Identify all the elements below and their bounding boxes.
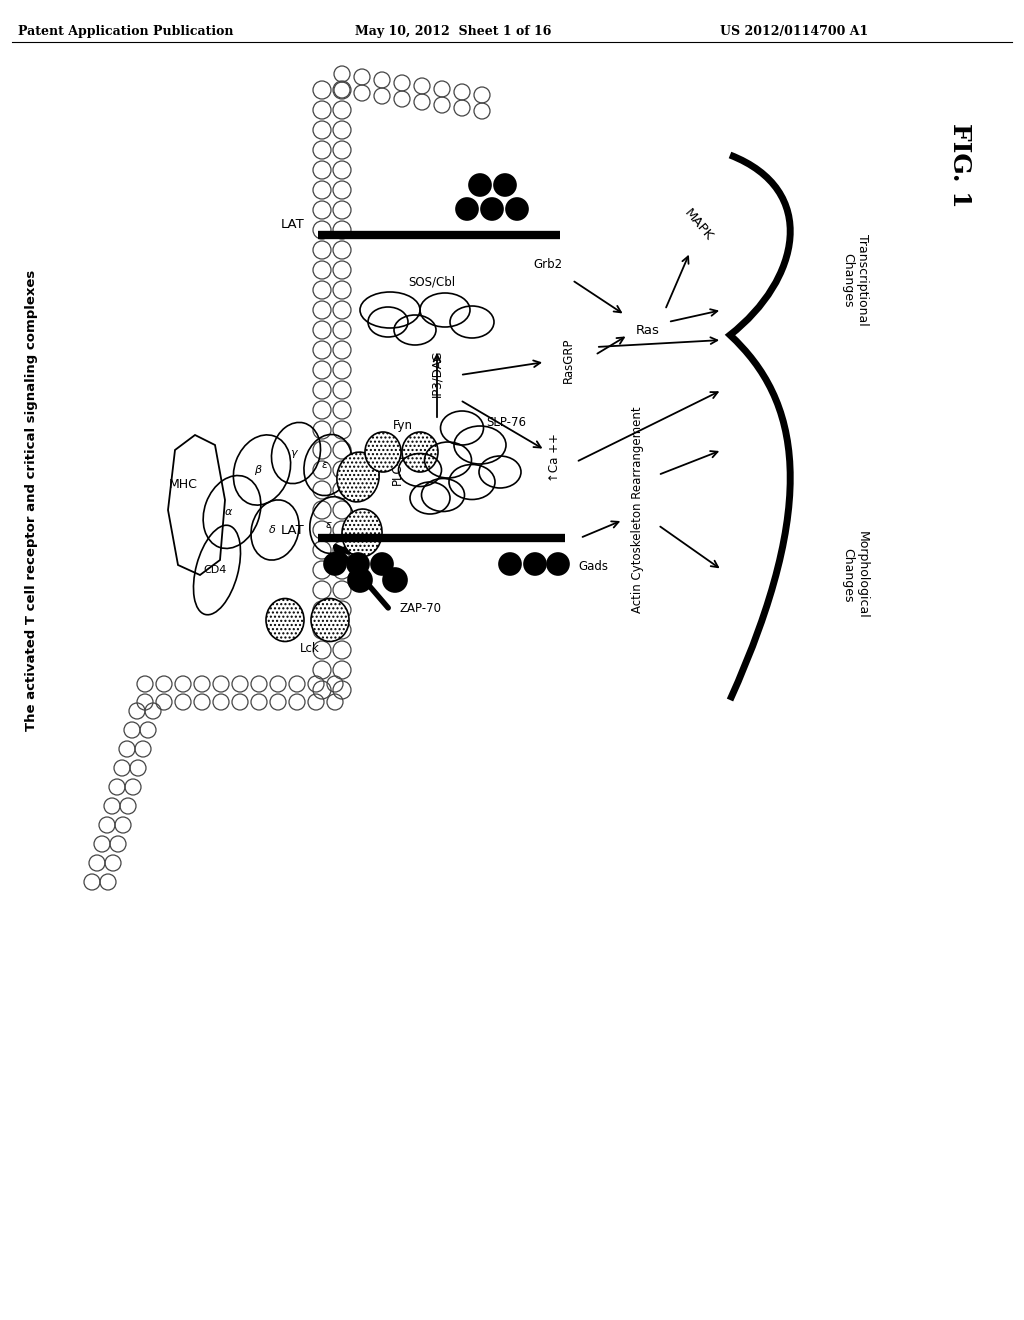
Text: δ: δ xyxy=(268,525,275,535)
Text: CD4: CD4 xyxy=(204,565,226,576)
Text: β: β xyxy=(254,465,261,475)
Ellipse shape xyxy=(348,568,372,591)
Ellipse shape xyxy=(547,553,569,576)
Ellipse shape xyxy=(365,432,401,473)
Ellipse shape xyxy=(506,198,528,220)
Ellipse shape xyxy=(524,553,546,576)
Text: MAPK: MAPK xyxy=(681,207,715,243)
Ellipse shape xyxy=(311,598,349,642)
Text: SOS/Cbl: SOS/Cbl xyxy=(409,276,456,289)
Text: SLP-76: SLP-76 xyxy=(486,417,526,429)
Text: Ras: Ras xyxy=(636,323,659,337)
Ellipse shape xyxy=(337,453,379,502)
Text: Patent Application Publication: Patent Application Publication xyxy=(18,25,233,38)
Text: ζ: ζ xyxy=(352,473,357,482)
Text: US 2012/0114700 A1: US 2012/0114700 A1 xyxy=(720,25,868,38)
Ellipse shape xyxy=(481,198,503,220)
Text: ↑Ca ++: ↑Ca ++ xyxy=(549,433,561,482)
Text: LAT: LAT xyxy=(282,219,305,231)
Text: Transcriptional
Changes: Transcriptional Changes xyxy=(841,234,869,326)
Text: Lck: Lck xyxy=(300,642,319,655)
Text: γ: γ xyxy=(290,447,296,458)
Text: IP3/DAG: IP3/DAG xyxy=(430,350,443,397)
Text: FIG. 1: FIG. 1 xyxy=(948,123,972,207)
Text: Morphological
Changes: Morphological Changes xyxy=(841,531,869,619)
Ellipse shape xyxy=(469,174,490,195)
Text: May 10, 2012  Sheet 1 of 16: May 10, 2012 Sheet 1 of 16 xyxy=(355,25,551,38)
Ellipse shape xyxy=(347,553,369,576)
Ellipse shape xyxy=(456,198,478,220)
Text: Fyn: Fyn xyxy=(393,418,413,432)
Ellipse shape xyxy=(266,598,304,642)
Text: ε: ε xyxy=(322,459,328,470)
Text: LAT: LAT xyxy=(282,524,305,536)
Text: α: α xyxy=(224,507,231,517)
Ellipse shape xyxy=(371,553,393,576)
Text: MHC: MHC xyxy=(169,478,198,491)
Text: PLC-γ1: PLC-γ1 xyxy=(390,445,403,486)
Ellipse shape xyxy=(402,432,438,473)
Text: Grb2: Grb2 xyxy=(534,259,562,272)
Ellipse shape xyxy=(383,568,407,591)
Text: The activated T cell receptor and critical signaling complexes: The activated T cell receptor and critic… xyxy=(26,269,39,731)
Text: ε: ε xyxy=(326,520,332,531)
Text: Actin Cytoskeleton Rearrangement: Actin Cytoskeleton Rearrangement xyxy=(632,407,644,614)
Text: ζ: ζ xyxy=(356,528,361,539)
Text: RasGRP: RasGRP xyxy=(561,337,574,383)
Ellipse shape xyxy=(499,553,521,576)
Text: Gads: Gads xyxy=(578,560,608,573)
Text: ZAP-70: ZAP-70 xyxy=(399,602,441,615)
Ellipse shape xyxy=(342,510,382,557)
Ellipse shape xyxy=(324,553,346,576)
Ellipse shape xyxy=(494,174,516,195)
